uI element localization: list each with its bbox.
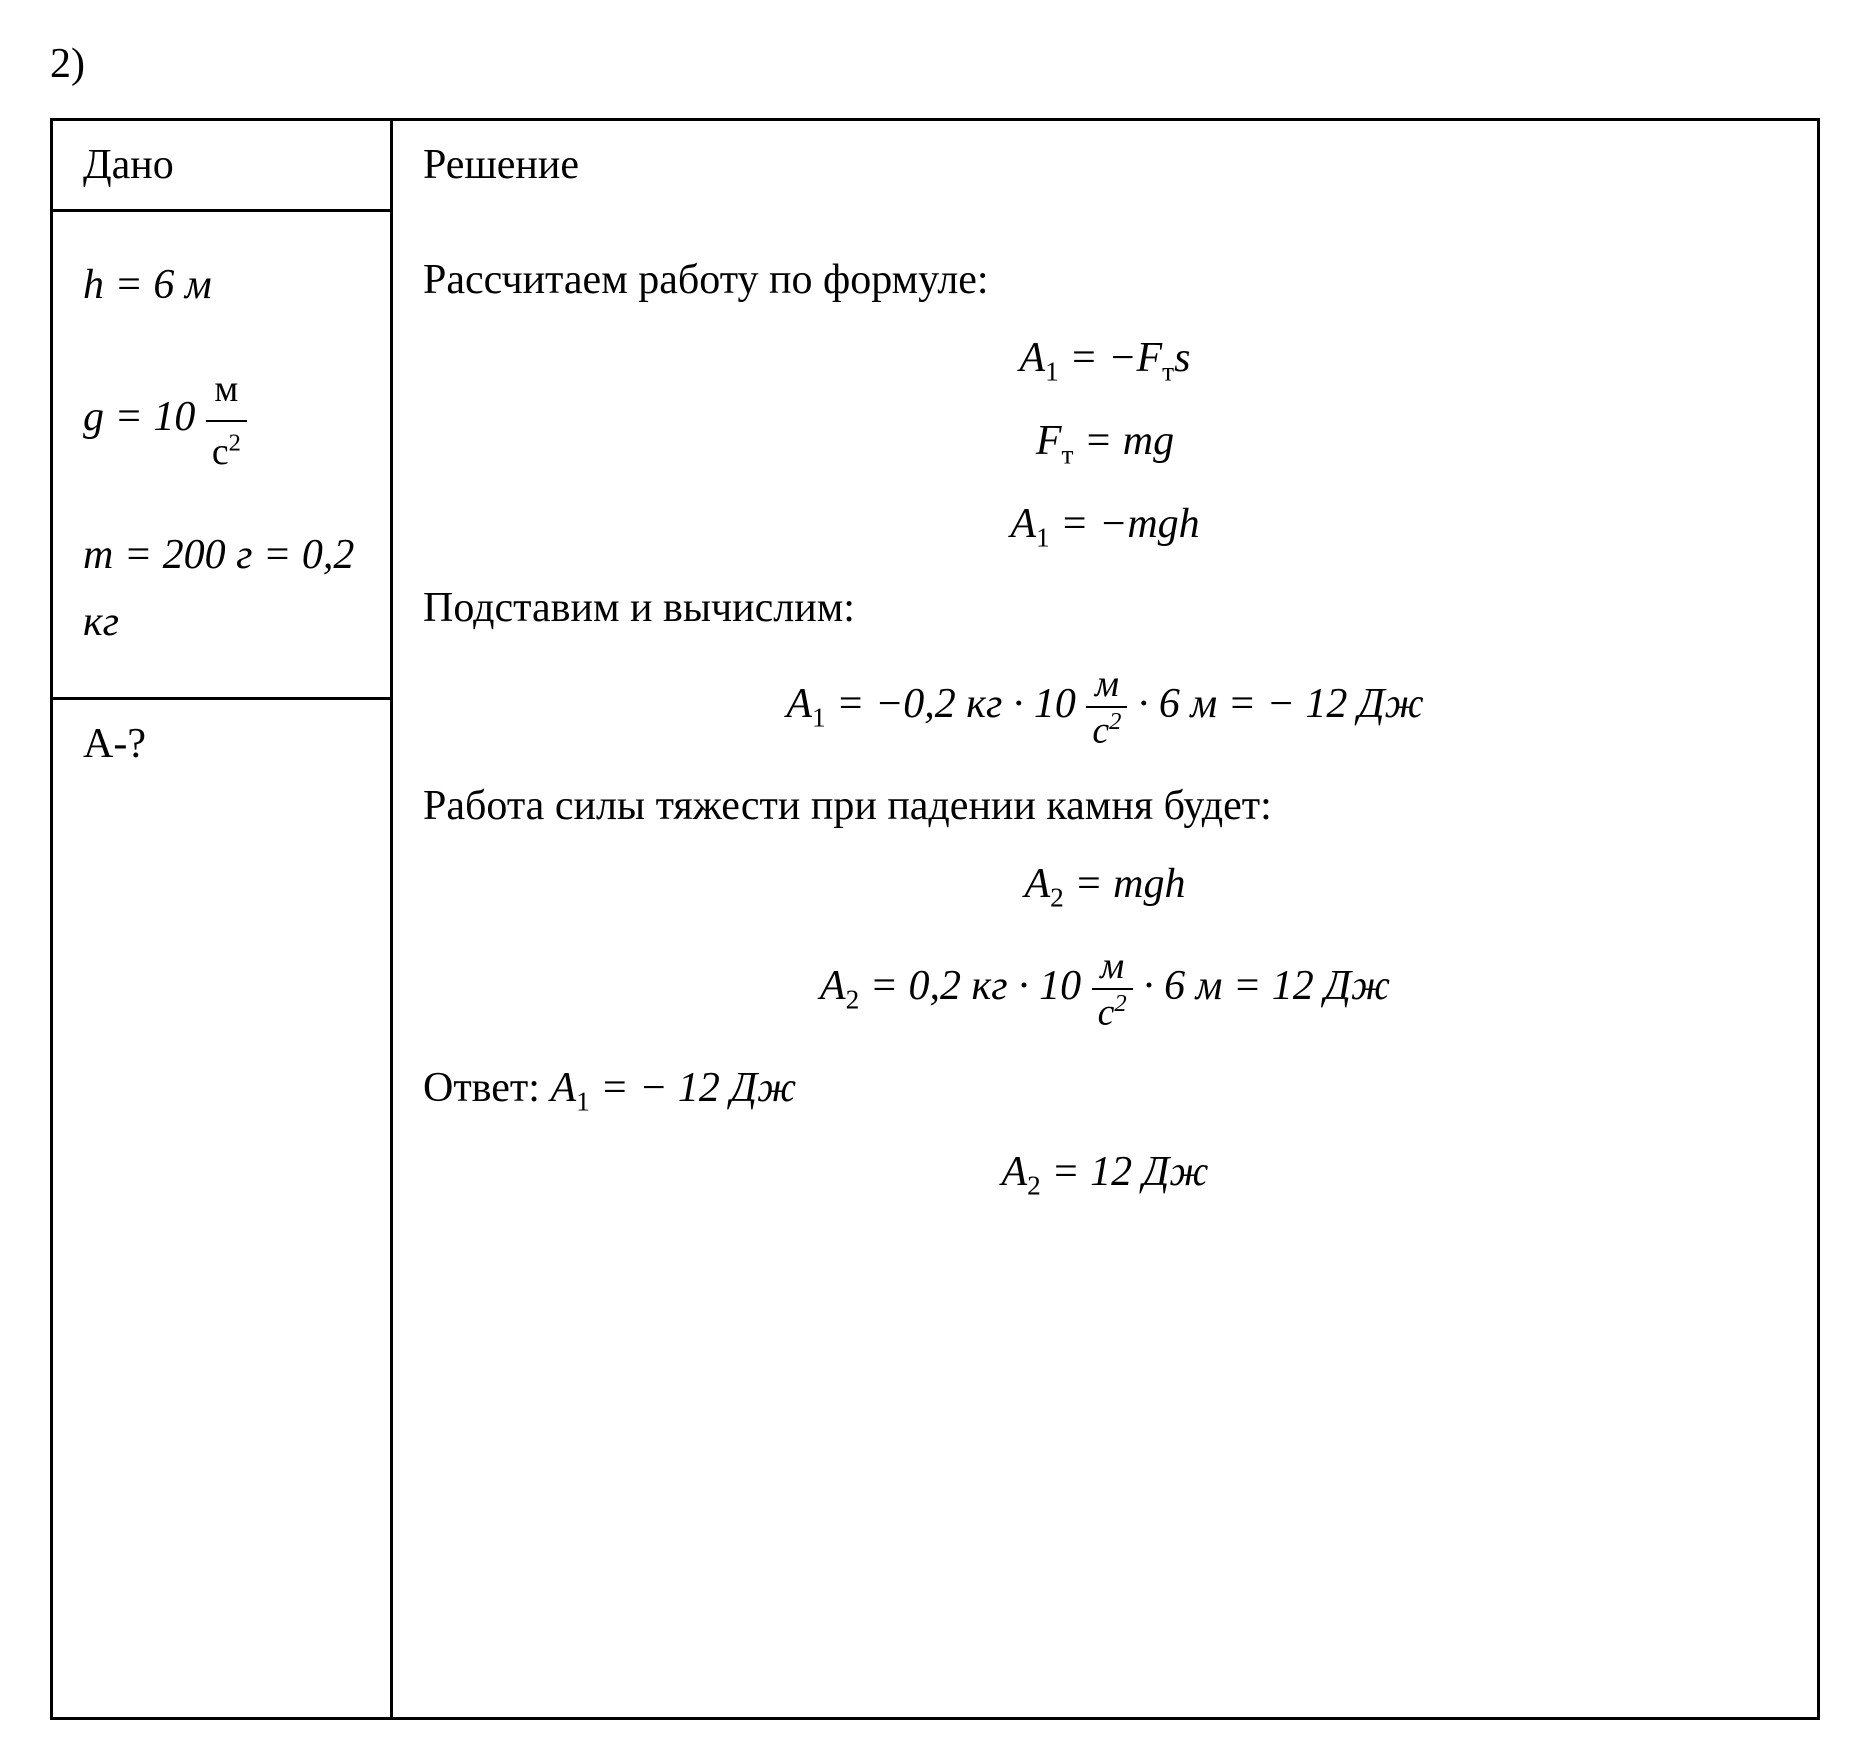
- solution-text3: Работа силы тяжести при падении камня бу…: [423, 782, 1787, 830]
- given-m: m = 200 г = 0,2 кг: [83, 532, 354, 645]
- given-g-prefix: g = 10: [83, 394, 195, 440]
- problem-number: 2): [50, 40, 1820, 88]
- given-g-unit: м с2: [206, 359, 247, 482]
- solution-body: Рассчитаем работу по формуле: A1 = −Fтs …: [392, 211, 1819, 1719]
- formula2: Fт = mg: [423, 417, 1787, 470]
- g-unit-num: м: [206, 359, 247, 421]
- answer2: A2 = 12 Дж: [423, 1148, 1787, 1201]
- given-data: h = 6 м g = 10 м с2 m = 200 г = 0,2 кг: [52, 211, 392, 699]
- solution-table: Дано Решение h = 6 м g = 10 м с2 m = 200…: [50, 118, 1820, 1720]
- formula3: A1 = −mgh: [423, 500, 1787, 553]
- data-row: h = 6 м g = 10 м с2 m = 200 г = 0,2 кг Р…: [52, 211, 1819, 699]
- find-cell: А-?: [52, 698, 392, 1718]
- header-row: Дано Решение: [52, 120, 1819, 211]
- formula1: A1 = −Fтs: [423, 334, 1787, 387]
- calc2: A2 = 0,2 кг · 10 мс2 · 6 м = 12 Дж: [423, 944, 1787, 1035]
- given-header: Дано: [52, 120, 392, 211]
- find-label: А-?: [83, 720, 360, 768]
- solution-text2: Подставим и вычислим:: [423, 584, 1787, 632]
- formula4: A2 = mgh: [423, 860, 1787, 913]
- solution-header: Решение: [392, 120, 1819, 211]
- given-h: h = 6 м: [83, 262, 212, 308]
- solution-text1: Рассчитаем работу по формуле:: [423, 256, 1787, 304]
- answer-block: Ответ: A1 = − 12 Дж: [423, 1064, 1787, 1117]
- g-unit-den: с2: [206, 422, 247, 482]
- calc1: A1 = −0,2 кг · 10 мс2 · 6 м = − 12 Дж: [423, 662, 1787, 753]
